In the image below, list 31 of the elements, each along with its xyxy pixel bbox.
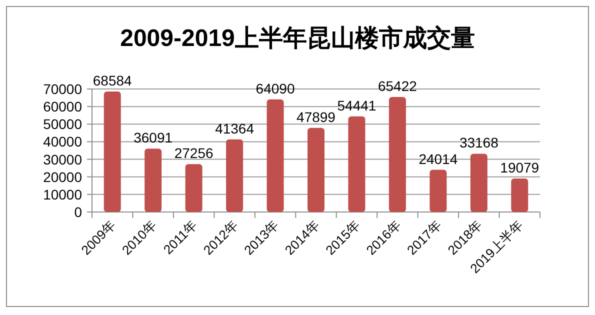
data-label: 68584: [92, 72, 132, 88]
bar: [430, 170, 447, 212]
y-tick-label: 40000: [43, 134, 82, 150]
y-tick-label: 50000: [43, 116, 82, 132]
bar: [308, 128, 324, 212]
data-label: 33168: [459, 134, 499, 151]
bar: [144, 148, 162, 212]
y-tick-label: 30000: [43, 151, 82, 168]
y-tick-label: 70000: [43, 81, 82, 97]
bar: [388, 97, 406, 212]
data-label: 27256: [174, 145, 214, 162]
data-label: 47899: [296, 108, 336, 125]
data-label: 64090: [256, 80, 295, 96]
bar: [226, 139, 244, 212]
bar: [185, 164, 202, 212]
chart-title: 2009-2019上半年昆山楼市成交量: [120, 25, 475, 52]
bar: [348, 116, 366, 212]
data-label: 65422: [378, 78, 418, 94]
bar: [104, 91, 121, 212]
y-tick-label: 20000: [43, 168, 82, 185]
bar: [511, 178, 528, 212]
data-label: 54441: [337, 97, 376, 114]
data-label: 36091: [134, 130, 173, 146]
y-tick-label: 10000: [43, 186, 82, 202]
bar: [266, 99, 284, 212]
bar: [470, 154, 488, 212]
y-tick-label: 60000: [43, 98, 82, 115]
data-label: 19079: [500, 159, 540, 176]
data-label: 24014: [418, 150, 458, 167]
data-label: 41364: [215, 120, 254, 136]
y-tick-label: 0: [74, 204, 82, 220]
